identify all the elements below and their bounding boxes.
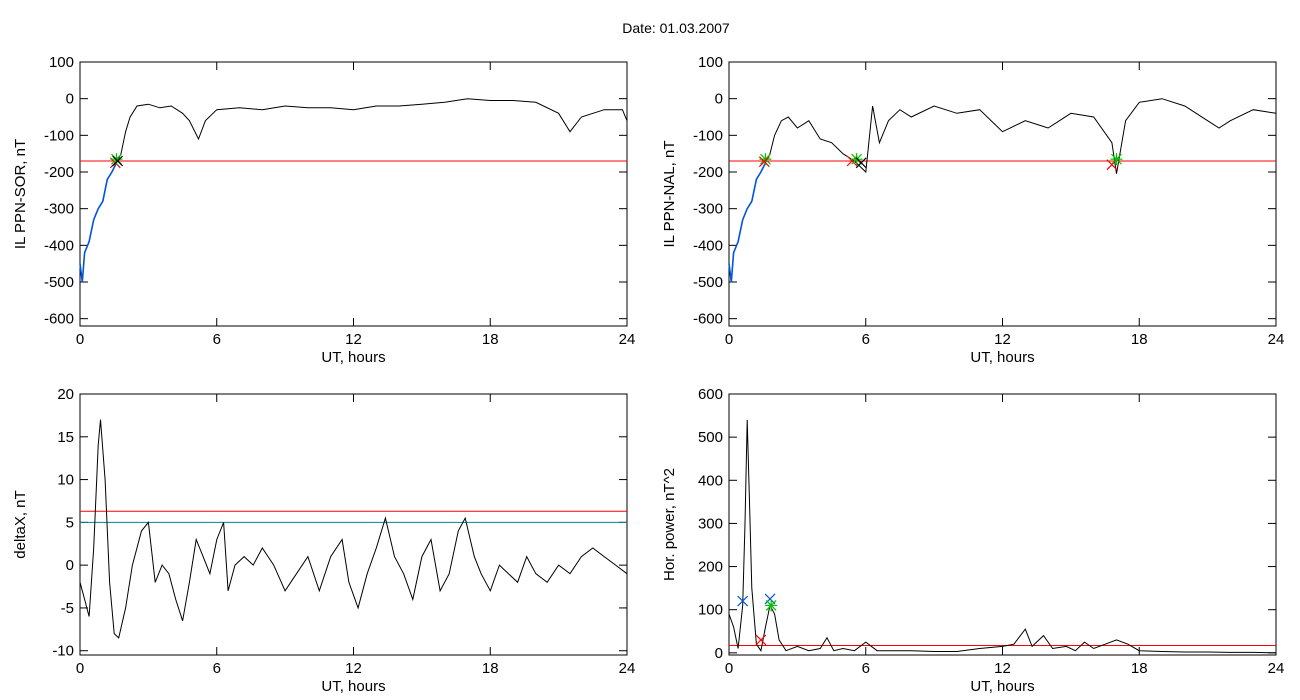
y-tick-label: 400 <box>698 472 723 489</box>
x-tick-label: 0 <box>725 660 733 677</box>
series-line <box>728 98 1277 283</box>
x-tick-label: 0 <box>725 331 733 348</box>
marker-stroke <box>758 156 770 168</box>
y-tick-label: -400 <box>693 237 723 254</box>
y-axis-label: deltaX, nT <box>12 490 29 558</box>
x-tick-label: 18 <box>1131 331 1148 348</box>
y-tick-label: -300 <box>44 201 74 218</box>
marker-stroke <box>764 593 776 605</box>
y-tick-label: 15 <box>57 429 74 446</box>
x-tick-label: 24 <box>619 331 636 348</box>
cross-marker <box>758 156 770 168</box>
series-line <box>79 419 628 639</box>
series-line <box>728 162 767 283</box>
y-tick-label: 100 <box>49 54 74 71</box>
cross-marker <box>855 157 867 169</box>
x-axis-label: UT, hours <box>970 349 1034 366</box>
y-tick-label: 500 <box>698 429 723 446</box>
y-tick-label: -100 <box>44 127 74 144</box>
y-tick-label: 200 <box>698 559 723 576</box>
panel-horizontal-power: 0 6 12 18 24 600 500 400 300 200 100 0 UT, hours Hor.… <box>661 386 1284 695</box>
figure-title: Date: 01.03.2007 <box>622 20 730 36</box>
x-tick-label: 0 <box>76 660 84 677</box>
cross-marker <box>764 593 776 605</box>
star-marker <box>765 599 778 612</box>
y-tick-label: 300 <box>698 515 723 532</box>
x-tick-label: 12 <box>345 660 362 677</box>
panel-il-ppn-sor: 0 6 12 18 24 100 0 -100 -200 -300 -400 -500 -600 UT, … <box>12 54 635 366</box>
x-tick-label: 18 <box>482 660 499 677</box>
series-line <box>728 419 1277 654</box>
y-tick-label: -300 <box>693 201 723 218</box>
y-tick-label: -5 <box>61 600 74 617</box>
y-tick-label: -200 <box>693 164 723 181</box>
plot-frame <box>728 393 1277 656</box>
y-axis-label: IL PPN-NAL, nT <box>661 141 678 248</box>
x-tick-label: 24 <box>1268 331 1285 348</box>
marker-stroke <box>1106 159 1118 171</box>
y-tick-label: -500 <box>693 274 723 291</box>
x-tick-label: 6 <box>213 660 221 677</box>
panel-il-ppn-nal: 0 6 12 18 24 100 0 -100 -200 -300 -400 -500 -600 UT, … <box>661 54 1284 366</box>
cross-marker <box>1106 159 1118 171</box>
y-tick-label: -10 <box>52 643 74 660</box>
x-axis-label: UT, hours <box>321 678 385 695</box>
star-marker <box>1110 153 1123 166</box>
star-marker <box>850 153 863 166</box>
x-tick-label: 12 <box>994 331 1011 348</box>
series-line <box>79 98 628 283</box>
y-tick-label: -600 <box>44 311 74 328</box>
series-line <box>79 162 118 283</box>
y-tick-label: 100 <box>698 54 723 71</box>
y-tick-label: 5 <box>66 514 74 531</box>
x-tick-label: 6 <box>213 331 221 348</box>
cross-marker <box>112 155 124 167</box>
x-tick-label: 18 <box>1131 660 1148 677</box>
y-axis-label: Hor. power, nT^2 <box>661 468 678 581</box>
marker-stroke <box>112 155 124 167</box>
x-tick-label: 6 <box>862 660 870 677</box>
y-tick-label: 0 <box>66 557 74 574</box>
y-tick-label: -500 <box>44 274 74 291</box>
y-tick-label: 0 <box>715 645 723 662</box>
x-tick-label: 0 <box>76 331 84 348</box>
y-tick-label: 0 <box>715 91 723 108</box>
panel-deltax: 0 6 12 18 24 20 15 10 5 0 -5 -10 UT, hours deltaX, nT <box>12 386 635 695</box>
y-tick-label: 10 <box>57 472 74 489</box>
x-tick-label: 24 <box>1268 660 1285 677</box>
y-axis-label: IL PPN-SOR, nT <box>12 139 29 249</box>
y-tick-label: 20 <box>57 386 74 403</box>
x-tick-label: 6 <box>862 331 870 348</box>
x-tick-label: 12 <box>345 331 362 348</box>
y-tick-label: -400 <box>44 237 74 254</box>
cross-marker <box>755 634 767 646</box>
y-tick-label: -100 <box>693 127 723 144</box>
plot-frame <box>728 61 1277 327</box>
marker-stroke <box>755 634 767 646</box>
x-tick-label: 24 <box>619 660 636 677</box>
plot-frame <box>79 61 628 327</box>
x-tick-label: 12 <box>994 660 1011 677</box>
x-axis-label: UT, hours <box>970 678 1034 695</box>
x-tick-label: 18 <box>482 331 499 348</box>
y-tick-label: -600 <box>693 311 723 328</box>
y-tick-label: 600 <box>698 386 723 403</box>
plot-frame <box>79 393 628 656</box>
marker-stroke <box>737 595 749 607</box>
x-axis-label: UT, hours <box>321 349 385 366</box>
y-tick-label: 100 <box>698 602 723 619</box>
y-tick-label: 0 <box>66 91 74 108</box>
y-tick-label: -200 <box>44 164 74 181</box>
marker-stroke <box>855 157 867 169</box>
cross-marker <box>737 595 749 607</box>
